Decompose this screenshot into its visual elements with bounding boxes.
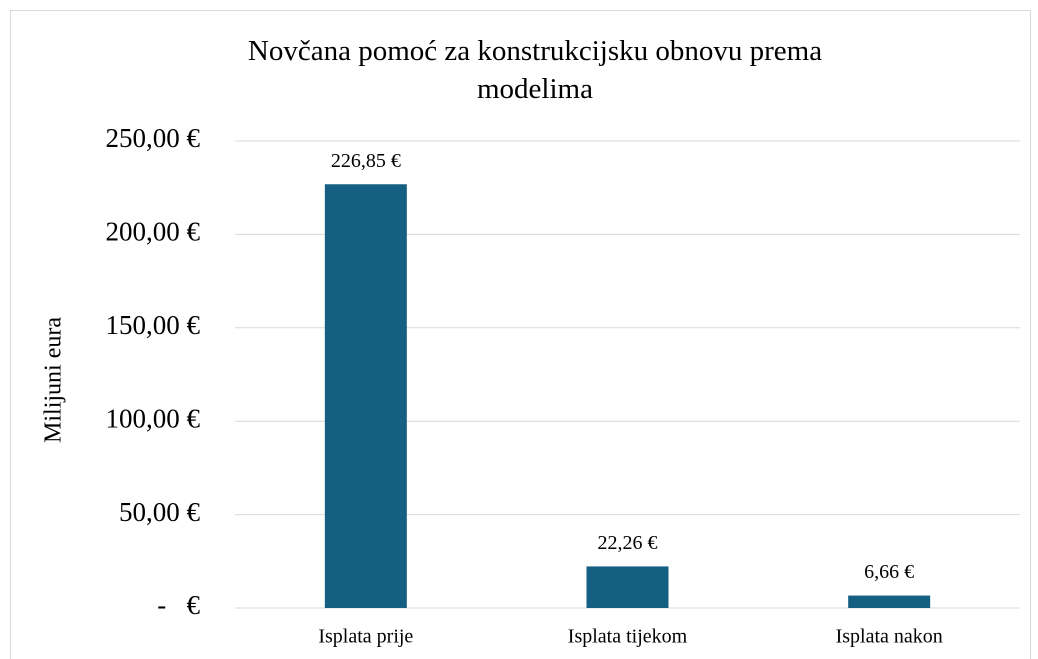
y-tick-label: 100,00 € [106,403,201,433]
chart-title: Novčana pomoć za konstrukcijsku obnovu p… [247,35,823,105]
bar [324,184,407,608]
data-label: 226,85 € [331,150,401,172]
x-tick-label: Isplata prije [318,626,413,648]
x-tick-label: Isplata tijekom [568,626,688,648]
bar [848,595,931,608]
y-axis-label: Milijuni eura [41,317,67,443]
y-tick-label: 250,00 € [106,123,201,153]
y-tick-label: 50,00 € [119,497,201,527]
data-label: 6,66 € [864,561,914,583]
y-tick-label: - € [157,590,200,620]
y-tick-label: 150,00 € [106,310,201,340]
chart-border [10,10,1031,659]
x-tick-label: Isplata nakon [836,626,943,648]
y-tick-label: 200,00 € [106,217,201,247]
data-label: 22,26 € [598,532,658,554]
bar [586,566,669,608]
